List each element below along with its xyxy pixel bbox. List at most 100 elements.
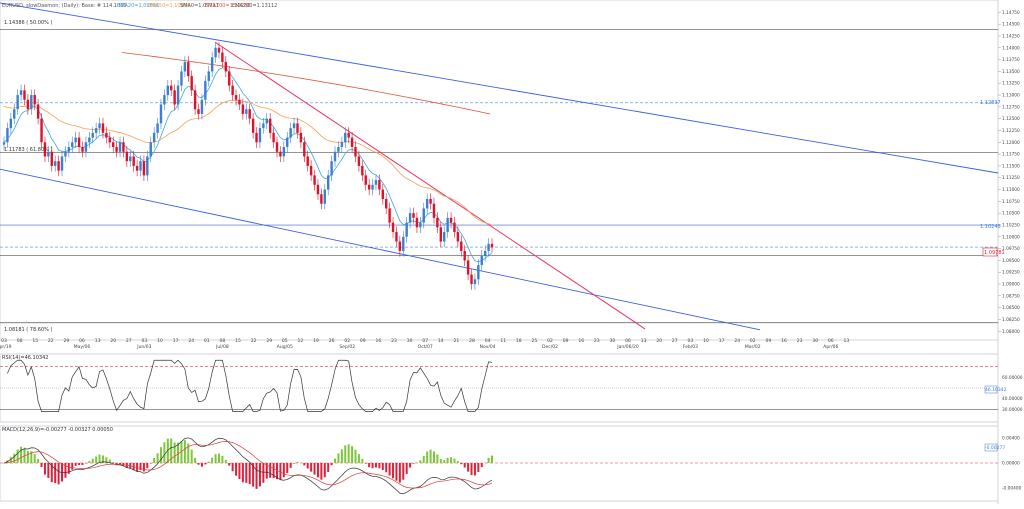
macd-bar: [443, 460, 446, 463]
fib-786-label: 1.08181 ( 78.60% ): [4, 327, 52, 333]
macd-bar: [473, 463, 476, 476]
macd-panel[interactable]: [0, 425, 999, 502]
macd-bar: [491, 455, 493, 463]
macd-bar: [217, 453, 220, 463]
candle-body: [6, 128, 9, 143]
fib-618-label: 1.11783 ( 61.80% ): [4, 147, 52, 153]
macd-bar: [146, 463, 149, 469]
candle-body: [221, 52, 224, 62]
candle-body: [108, 137, 111, 143]
macd-bar: [296, 461, 299, 463]
y-tick-label: 1.09750: [1002, 246, 1020, 252]
candle-body: [282, 147, 286, 157]
macd-bar: [258, 463, 261, 487]
macd-bar: [221, 455, 224, 463]
macd-bar: [484, 462, 487, 464]
macd-tick-label: -0.00400: [1002, 485, 1022, 491]
macd-bar: [64, 463, 67, 478]
candle-body: [50, 151, 53, 166]
y-tick-label: 1.09500: [1002, 258, 1020, 264]
macd-bar: [88, 460, 91, 463]
candles: [2, 42, 494, 290]
x-tick-label: 15: [32, 338, 38, 344]
candle-body: [105, 132, 108, 138]
y-tick-label: 1.09000: [1002, 282, 1020, 288]
macd-bar: [57, 463, 60, 485]
x-tick-label: 16: [781, 338, 787, 344]
candle-body: [163, 95, 166, 105]
macd-bar: [153, 458, 156, 463]
macd-bar: [71, 463, 74, 470]
macd-bar: [204, 463, 207, 465]
candle-body: [57, 161, 60, 171]
ema50-line: [3, 99, 493, 226]
macd-bar: [190, 449, 193, 463]
macd-bar: [26, 450, 29, 463]
rsi-tick-label: 30.00000: [1002, 407, 1023, 413]
candle-body: [187, 61, 190, 77]
macd-bar: [385, 463, 388, 473]
macd-bar: [170, 438, 173, 463]
candle-body: [132, 156, 135, 166]
y-tick-label: 1.13750: [1002, 57, 1020, 63]
price-axis[interactable]: [998, 0, 1024, 504]
rsi-tick-label: 60.00000: [1002, 375, 1023, 381]
candle-body: [9, 118, 13, 129]
candle-body: [292, 123, 296, 129]
header-sma: SMA0=1.09717: [180, 3, 219, 9]
macd-bar: [463, 463, 466, 468]
candle-body: [135, 165, 139, 171]
candle-body: [333, 151, 337, 162]
horizontal-levels[interactable]: [0, 29, 998, 324]
macd-bar: [149, 463, 152, 464]
macd-bar: [351, 446, 354, 463]
candle-body: [129, 156, 132, 162]
candle-body: [146, 156, 149, 176]
x-tick-label: 09: [360, 338, 366, 344]
x-tick-label: 17: [719, 338, 725, 344]
y-tick-label: 1.11500: [1002, 163, 1020, 169]
macd-bar: [255, 463, 258, 489]
y-tick-label: 1.14250: [1002, 33, 1020, 39]
macd-bar: [395, 463, 398, 481]
x-tick-label: 22: [48, 338, 54, 344]
macd-bar: [40, 463, 43, 467]
macd-bar: [279, 463, 282, 480]
rsi-title: RSI(14)=46.10342: [2, 355, 48, 361]
candle-body: [402, 236, 405, 251]
macd-bar: [310, 463, 313, 472]
candle-body: [152, 132, 156, 143]
candle-body: [33, 95, 36, 105]
candle-body: [36, 104, 40, 119]
candle-body: [470, 274, 473, 285]
macd-bar: [252, 463, 255, 487]
macd-bar: [306, 463, 309, 469]
candle-body: [419, 222, 422, 228]
macd-bar: [337, 453, 340, 463]
candle-body: [149, 142, 152, 157]
price-panel[interactable]: [0, 0, 999, 341]
candle-body: [429, 198, 432, 204]
macd-bar: [101, 455, 104, 463]
macd-bar: [299, 462, 302, 463]
candle-body: [19, 90, 23, 96]
y-tick-label: 1.14750: [1002, 10, 1020, 16]
candle-body: [200, 99, 204, 114]
candle-body: [354, 147, 357, 157]
macd-bar: [405, 463, 408, 474]
macd-bar: [398, 463, 401, 483]
macd-bar: [20, 446, 23, 463]
candle-body: [23, 90, 26, 100]
trendlines[interactable]: [0, 2, 999, 331]
x-tick-label: 20: [110, 338, 116, 344]
candle-body: [262, 123, 265, 129]
macd-bar: [33, 453, 36, 463]
macd-bar: [436, 454, 439, 463]
x-tick-label: 30: [407, 338, 413, 344]
candle-body: [357, 156, 361, 166]
y-tick-label: 1.11000: [1002, 187, 1020, 193]
y-tick-label: 1.11250: [1002, 175, 1020, 181]
header-ema100: EMA100=1.12256: [205, 3, 250, 9]
macd-bar: [327, 463, 330, 472]
